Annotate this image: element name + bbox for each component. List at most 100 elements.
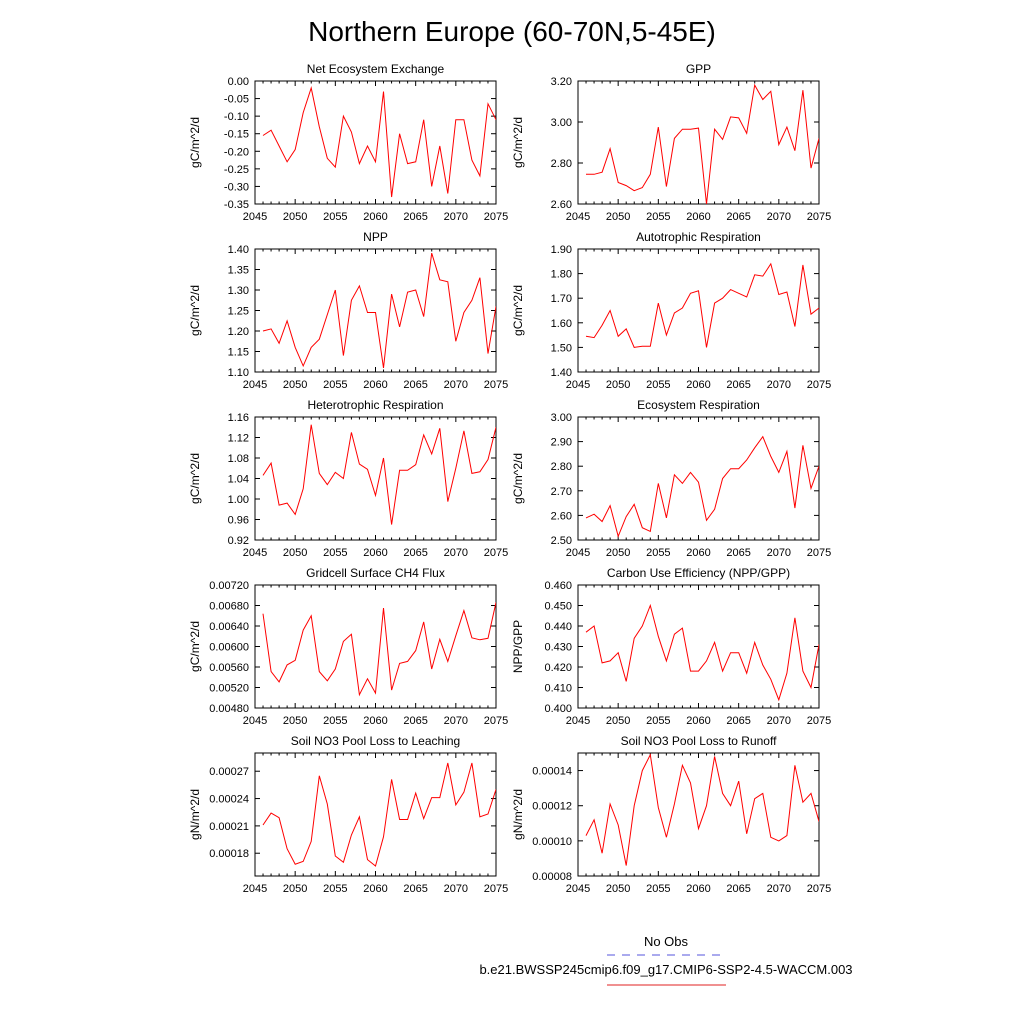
panel-title: Soil NO3 Pool Loss to Leaching [291,734,460,748]
plot-frame [254,248,497,373]
panel-title: GPP [686,62,711,76]
x-tick-label: 2065 [726,715,750,727]
x-tick-label: 2045 [566,715,590,727]
x-tick-label: 2045 [243,547,267,559]
y-tick-label: 0.00008 [532,871,572,883]
x-tick-label: 2055 [646,211,670,223]
x-tick-label: 2070 [444,211,468,223]
y-tick-label: 1.35 [228,265,249,277]
panel-gridcell-surface-ch4-flux: Gridcell Surface CH4 Flux gC/m^2/d 2045 205… [188,566,508,727]
x-tick-label: 2045 [566,547,590,559]
y-tick-label: 2.80 [551,461,572,473]
y-tick-label: 0.440 [544,621,572,633]
x-tick-label: 2045 [243,883,267,895]
y-tick-label: 1.08 [228,453,249,465]
panel-title: Net Ecosystem Exchange [307,62,445,76]
x-tick-label: 2060 [686,715,710,727]
x-tick-label: 2070 [767,883,791,895]
y-tick-label: 0.00014 [532,766,572,778]
x-tick-label: 2055 [323,379,347,391]
panel-soil-no3-pool-loss-to-runoff: Soil NO3 Pool Loss to Runoff gN/m^2/d 2045… [511,734,831,895]
y-axis-label: gC/m^2/d [188,117,202,168]
y-tick-label: 0.00018 [209,848,249,860]
x-tick-label: 2070 [444,379,468,391]
y-tick-label: 0.00024 [209,794,249,806]
x-tick-label: 2045 [566,211,590,223]
x-tick-label: 2045 [243,379,267,391]
y-tick-label: 0.00480 [209,703,249,715]
x-tick-label: 2075 [807,715,831,727]
panel-npp: NPP gC/m^2/d 2045 2050 2055 2060 2065 2070 2075 1… [188,230,508,391]
series-line [585,435,819,538]
panel-title: Autotrophic Respiration [636,230,761,244]
series-line [262,86,496,198]
y-tick-label: 0.00720 [209,580,249,592]
series-line [585,603,819,702]
figure-title: Northern Europe (60-70N,5-45E) [308,16,716,47]
y-tick-label: 1.04 [228,474,249,486]
x-tick-label: 2045 [566,379,590,391]
x-tick-label: 2075 [807,379,831,391]
y-tick-label: 1.40 [228,244,249,256]
y-tick-label: 1.10 [228,367,249,379]
x-tick-label: 2075 [484,547,508,559]
x-tick-label: 2070 [444,883,468,895]
x-tick-label: 2060 [686,547,710,559]
x-tick-label: 2070 [767,547,791,559]
y-tick-label: 2.60 [551,199,572,211]
y-tick-label: -0.35 [224,199,249,211]
x-tick-label: 2055 [646,883,670,895]
series-line [585,753,819,866]
x-tick-label: 2045 [566,883,590,895]
x-tick-label: 2065 [726,379,750,391]
y-tick-label: 2.70 [551,486,572,498]
x-tick-label: 2060 [686,883,710,895]
plot-frame [254,752,497,877]
y-tick-label: -0.15 [224,129,249,141]
x-tick-label: 2045 [243,715,267,727]
x-tick-label: 2065 [403,211,427,223]
y-tick-label: -0.25 [224,164,249,176]
y-tick-label: 1.50 [551,342,572,354]
panel-soil-no3-pool-loss-to-leaching: Soil NO3 Pool Loss to Leaching gN/m^2/d 20… [188,734,508,895]
x-tick-label: 2065 [403,547,427,559]
y-tick-label: 0.00680 [209,601,249,613]
y-tick-label: 1.90 [551,244,572,256]
x-tick-label: 2055 [323,883,347,895]
y-tick-label: 0.00600 [209,642,249,654]
y-tick-label: 0.450 [544,601,572,613]
panel-title: Carbon Use Efficiency (NPP/GPP) [607,566,790,580]
x-tick-label: 2050 [606,547,630,559]
x-tick-label: 2065 [726,883,750,895]
plot-frame [577,80,820,205]
panel-title: Soil NO3 Pool Loss to Runoff [621,734,778,748]
y-tick-label: 0.430 [544,642,572,654]
x-tick-label: 2075 [484,715,508,727]
y-tick-label: 0.460 [544,580,572,592]
x-tick-label: 2050 [283,883,307,895]
x-tick-label: 2060 [686,379,710,391]
y-tick-label: 1.15 [228,347,249,359]
plot-frame [254,80,497,205]
y-tick-label: 0.410 [544,683,572,695]
panel-heterotrophic-respiration: Heterotrophic Respiration gC/m^2/d 2045 205… [188,398,508,559]
x-tick-label: 2075 [807,547,831,559]
y-tick-label: 1.25 [228,306,249,318]
y-axis-label: gC/m^2/d [511,117,525,168]
y-tick-label: 0.00012 [532,801,572,813]
y-tick-label: 0.00027 [209,766,249,778]
x-tick-label: 2055 [323,211,347,223]
panel-title: NPP [363,230,388,244]
y-tick-label: 0.00520 [209,683,249,695]
plot-frame [254,416,497,541]
x-tick-label: 2060 [363,883,387,895]
y-axis-label: gC/m^2/d [188,621,202,672]
x-tick-label: 2060 [363,379,387,391]
x-tick-label: 2065 [726,547,750,559]
y-tick-label: 1.30 [228,285,249,297]
x-tick-label: 2050 [283,211,307,223]
legend-label-no-obs: No Obs [644,934,689,949]
panel-gpp: GPP gC/m^2/d 2045 2050 2055 2060 2065 2070 2075 2… [511,62,831,223]
x-tick-label: 2065 [726,211,750,223]
